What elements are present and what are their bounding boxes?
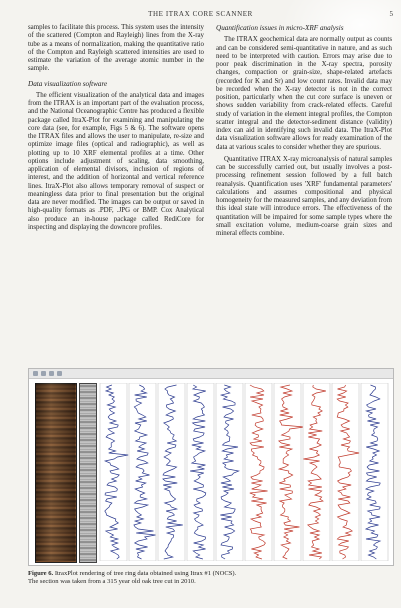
radiograph-image: [79, 383, 97, 563]
left-column: samples to facilitate this process. This…: [28, 24, 204, 236]
track-frame: [331, 383, 360, 561]
right-paragraph-1: The ITRAX geochemical data are normally …: [216, 36, 392, 151]
profile-line: [336, 384, 360, 560]
optical-core-image: [35, 383, 77, 563]
profile-line: [162, 384, 183, 560]
left-paragraph-2: The efficient visualization of the analy…: [28, 91, 204, 231]
toolbar-icon: [49, 371, 54, 376]
caption-line-2: The section was taken from a 315 year ol…: [28, 578, 196, 585]
element-profile-tracks: [99, 383, 389, 561]
profile-track: [302, 383, 331, 561]
profile-line: [303, 384, 326, 560]
track-frame: [215, 383, 244, 561]
profile-line: [249, 384, 268, 560]
profile-line: [133, 384, 156, 560]
profile-track: [128, 383, 157, 561]
profile-track: [273, 383, 305, 561]
section-heading-quantification: Quantification issues in micro-XRF analy…: [216, 24, 344, 32]
profile-track: [157, 383, 186, 561]
profile-track: [215, 383, 244, 561]
profile-track: [331, 383, 360, 561]
track-frame: [99, 383, 128, 561]
right-paragraph-2: Quantitative ITRAX X-ray microanalysis o…: [216, 155, 392, 237]
profile-track: [244, 383, 273, 561]
profile-line: [277, 384, 305, 560]
section-heading-visualization: Data visualization software: [28, 79, 108, 88]
core-image-shading: [35, 383, 75, 561]
profile-track: [99, 383, 129, 561]
track-frame: [186, 383, 215, 561]
left-paragraph-1: samples to facilitate this process. This…: [28, 24, 204, 73]
running-head: THE ITRAX CORE SCANNER: [148, 10, 253, 18]
profile-line: [219, 384, 240, 560]
track-frame: [273, 383, 302, 561]
figure-caption: Figure 6. ItraxPlot rendering of tree ri…: [28, 570, 392, 586]
toolbar-icon: [57, 371, 62, 376]
profile-track: [360, 383, 389, 561]
toolbar-icon: [41, 371, 46, 376]
profile-track: [186, 383, 215, 561]
toolbar-icon: [33, 371, 38, 376]
figure-itraxplot-screenshot: [28, 368, 394, 566]
right-column: Quantification issues in micro-XRF analy…: [216, 24, 392, 242]
profile-line: [190, 384, 207, 560]
page-number: 5: [389, 10, 394, 18]
caption-label: Figure 6.: [28, 570, 54, 577]
track-frame: [244, 383, 273, 561]
figure-toolbar: [29, 369, 393, 379]
profile-line: [103, 384, 129, 560]
profile-line: [364, 384, 382, 560]
caption-line-1: ItraxPlot rendering of tree ring data ob…: [54, 570, 237, 577]
